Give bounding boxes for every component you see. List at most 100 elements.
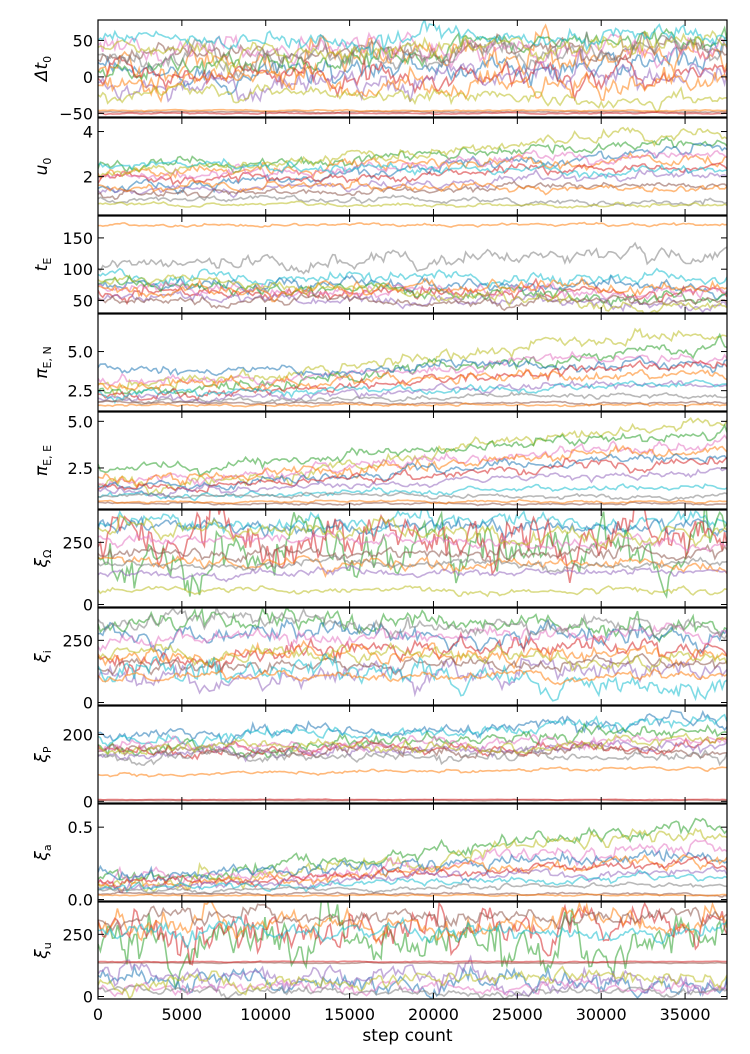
walker-trace — [98, 29, 727, 75]
ytick-label: 5.0 — [68, 412, 93, 431]
walker-trace — [98, 157, 727, 180]
walker-trace — [98, 423, 727, 477]
ytick-label: 0 — [83, 792, 93, 811]
walker-trace — [98, 869, 727, 894]
panel-frame — [97, 705, 728, 804]
walker-trace — [98, 111, 727, 116]
walker-trace — [98, 798, 727, 801]
walker-trace — [98, 564, 727, 583]
walker-trace — [98, 292, 727, 312]
xtick-label: 30000 — [576, 1005, 627, 1024]
panel-4: 2.5 5.0 πE, E — [32, 411, 728, 510]
walker-trace — [98, 515, 727, 540]
walker-trace — [98, 456, 727, 494]
walker-trace — [98, 608, 727, 643]
walker-trace — [98, 276, 727, 303]
ytick-label: 250 — [62, 533, 93, 552]
walker-trace — [98, 881, 727, 895]
walker-trace — [98, 827, 727, 893]
panel-frame — [97, 411, 728, 510]
walker-trace — [98, 510, 727, 599]
ylabel: ξΩ — [32, 550, 54, 569]
xtick-label: 20000 — [408, 1005, 459, 1024]
walker-trace — [98, 444, 727, 488]
walker-trace — [98, 20, 727, 60]
walker-trace — [98, 585, 727, 598]
ytick-label: 250 — [62, 631, 93, 650]
panel-9: 0 250 ξu — [32, 901, 728, 1007]
walker-trace — [98, 417, 727, 496]
ytick-label: −50 — [59, 104, 93, 123]
panel-7: 0 200 ξP — [32, 705, 728, 811]
ylabel: πE, E — [32, 445, 54, 476]
walker-trace — [98, 200, 727, 209]
walker-trace — [98, 891, 727, 898]
walker-trace — [98, 745, 727, 767]
ytick-label: 0.0 — [68, 891, 93, 910]
walker-trace — [98, 498, 727, 505]
ylabel: ξi — [32, 650, 54, 664]
ytick-label: 0 — [83, 68, 93, 87]
panel-0: −50 0 50 Δt0 — [32, 19, 728, 123]
ytick-label: 150 — [62, 229, 93, 248]
walker-trace — [98, 453, 727, 493]
panel-frame — [97, 607, 728, 706]
walker-trace — [98, 960, 727, 964]
walker-trace — [98, 652, 727, 702]
panel-5: 0 250 ξΩ — [32, 509, 728, 615]
panel-frame — [97, 803, 728, 902]
walker-trace — [98, 961, 727, 965]
walker-trace — [98, 149, 727, 182]
panel-frame — [97, 901, 728, 1000]
panel-frame — [97, 509, 728, 608]
walker-trace — [98, 965, 727, 999]
walker-trace — [98, 954, 727, 998]
walker-trace — [98, 126, 727, 178]
xtick-label: 5000 — [162, 1005, 203, 1024]
walker-trace — [98, 194, 727, 208]
panel-6: 0 250 ξi — [32, 607, 728, 713]
walker-trace — [98, 241, 727, 275]
ytick-label: 5.0 — [68, 343, 93, 362]
xtick-label: 35000 — [660, 1005, 711, 1024]
walker-trace — [98, 543, 727, 564]
walker-trace — [98, 740, 727, 760]
ytick-label: 100 — [62, 260, 93, 279]
walker-trace — [98, 668, 727, 686]
walker-trace — [98, 656, 727, 698]
walker-trace — [98, 622, 727, 653]
walker-trace — [98, 902, 727, 991]
walker-trace — [98, 514, 727, 550]
walker-trace — [98, 893, 727, 898]
ytick-label: 0.5 — [68, 818, 93, 837]
walker-trace — [98, 221, 727, 228]
walker-trace — [98, 555, 727, 573]
walker-trace — [98, 865, 727, 894]
walker-trace — [98, 848, 727, 883]
walker-trace — [98, 902, 727, 966]
walker-trace — [98, 280, 727, 301]
walker-trace — [98, 168, 727, 199]
walker-trace — [98, 350, 727, 387]
panel-8: 0.0 0.5 ξa — [32, 803, 728, 910]
walker-trace — [98, 379, 727, 405]
panel-1: 2 4 u0 — [32, 117, 728, 216]
walker-trace — [98, 48, 727, 103]
walker-trace — [98, 355, 727, 379]
ytick-label: 250 — [62, 925, 93, 944]
ytick-label: 2.5 — [68, 382, 93, 401]
walker-trace — [98, 135, 727, 174]
walker-trace — [98, 267, 727, 289]
ylabel: u0 — [32, 158, 54, 176]
xtick-label: 15000 — [324, 1005, 375, 1024]
ytick-label: 0 — [83, 694, 93, 713]
panel-frame — [97, 215, 728, 314]
walker-trace — [98, 434, 727, 488]
panel-frame — [97, 19, 728, 118]
walker-trace — [98, 368, 727, 392]
ytick-label: 0 — [83, 988, 93, 1007]
walker-trace — [98, 82, 727, 114]
xtick-label: 25000 — [492, 1005, 543, 1024]
panel-3: 2.5 5.0 πE, N — [32, 313, 728, 412]
